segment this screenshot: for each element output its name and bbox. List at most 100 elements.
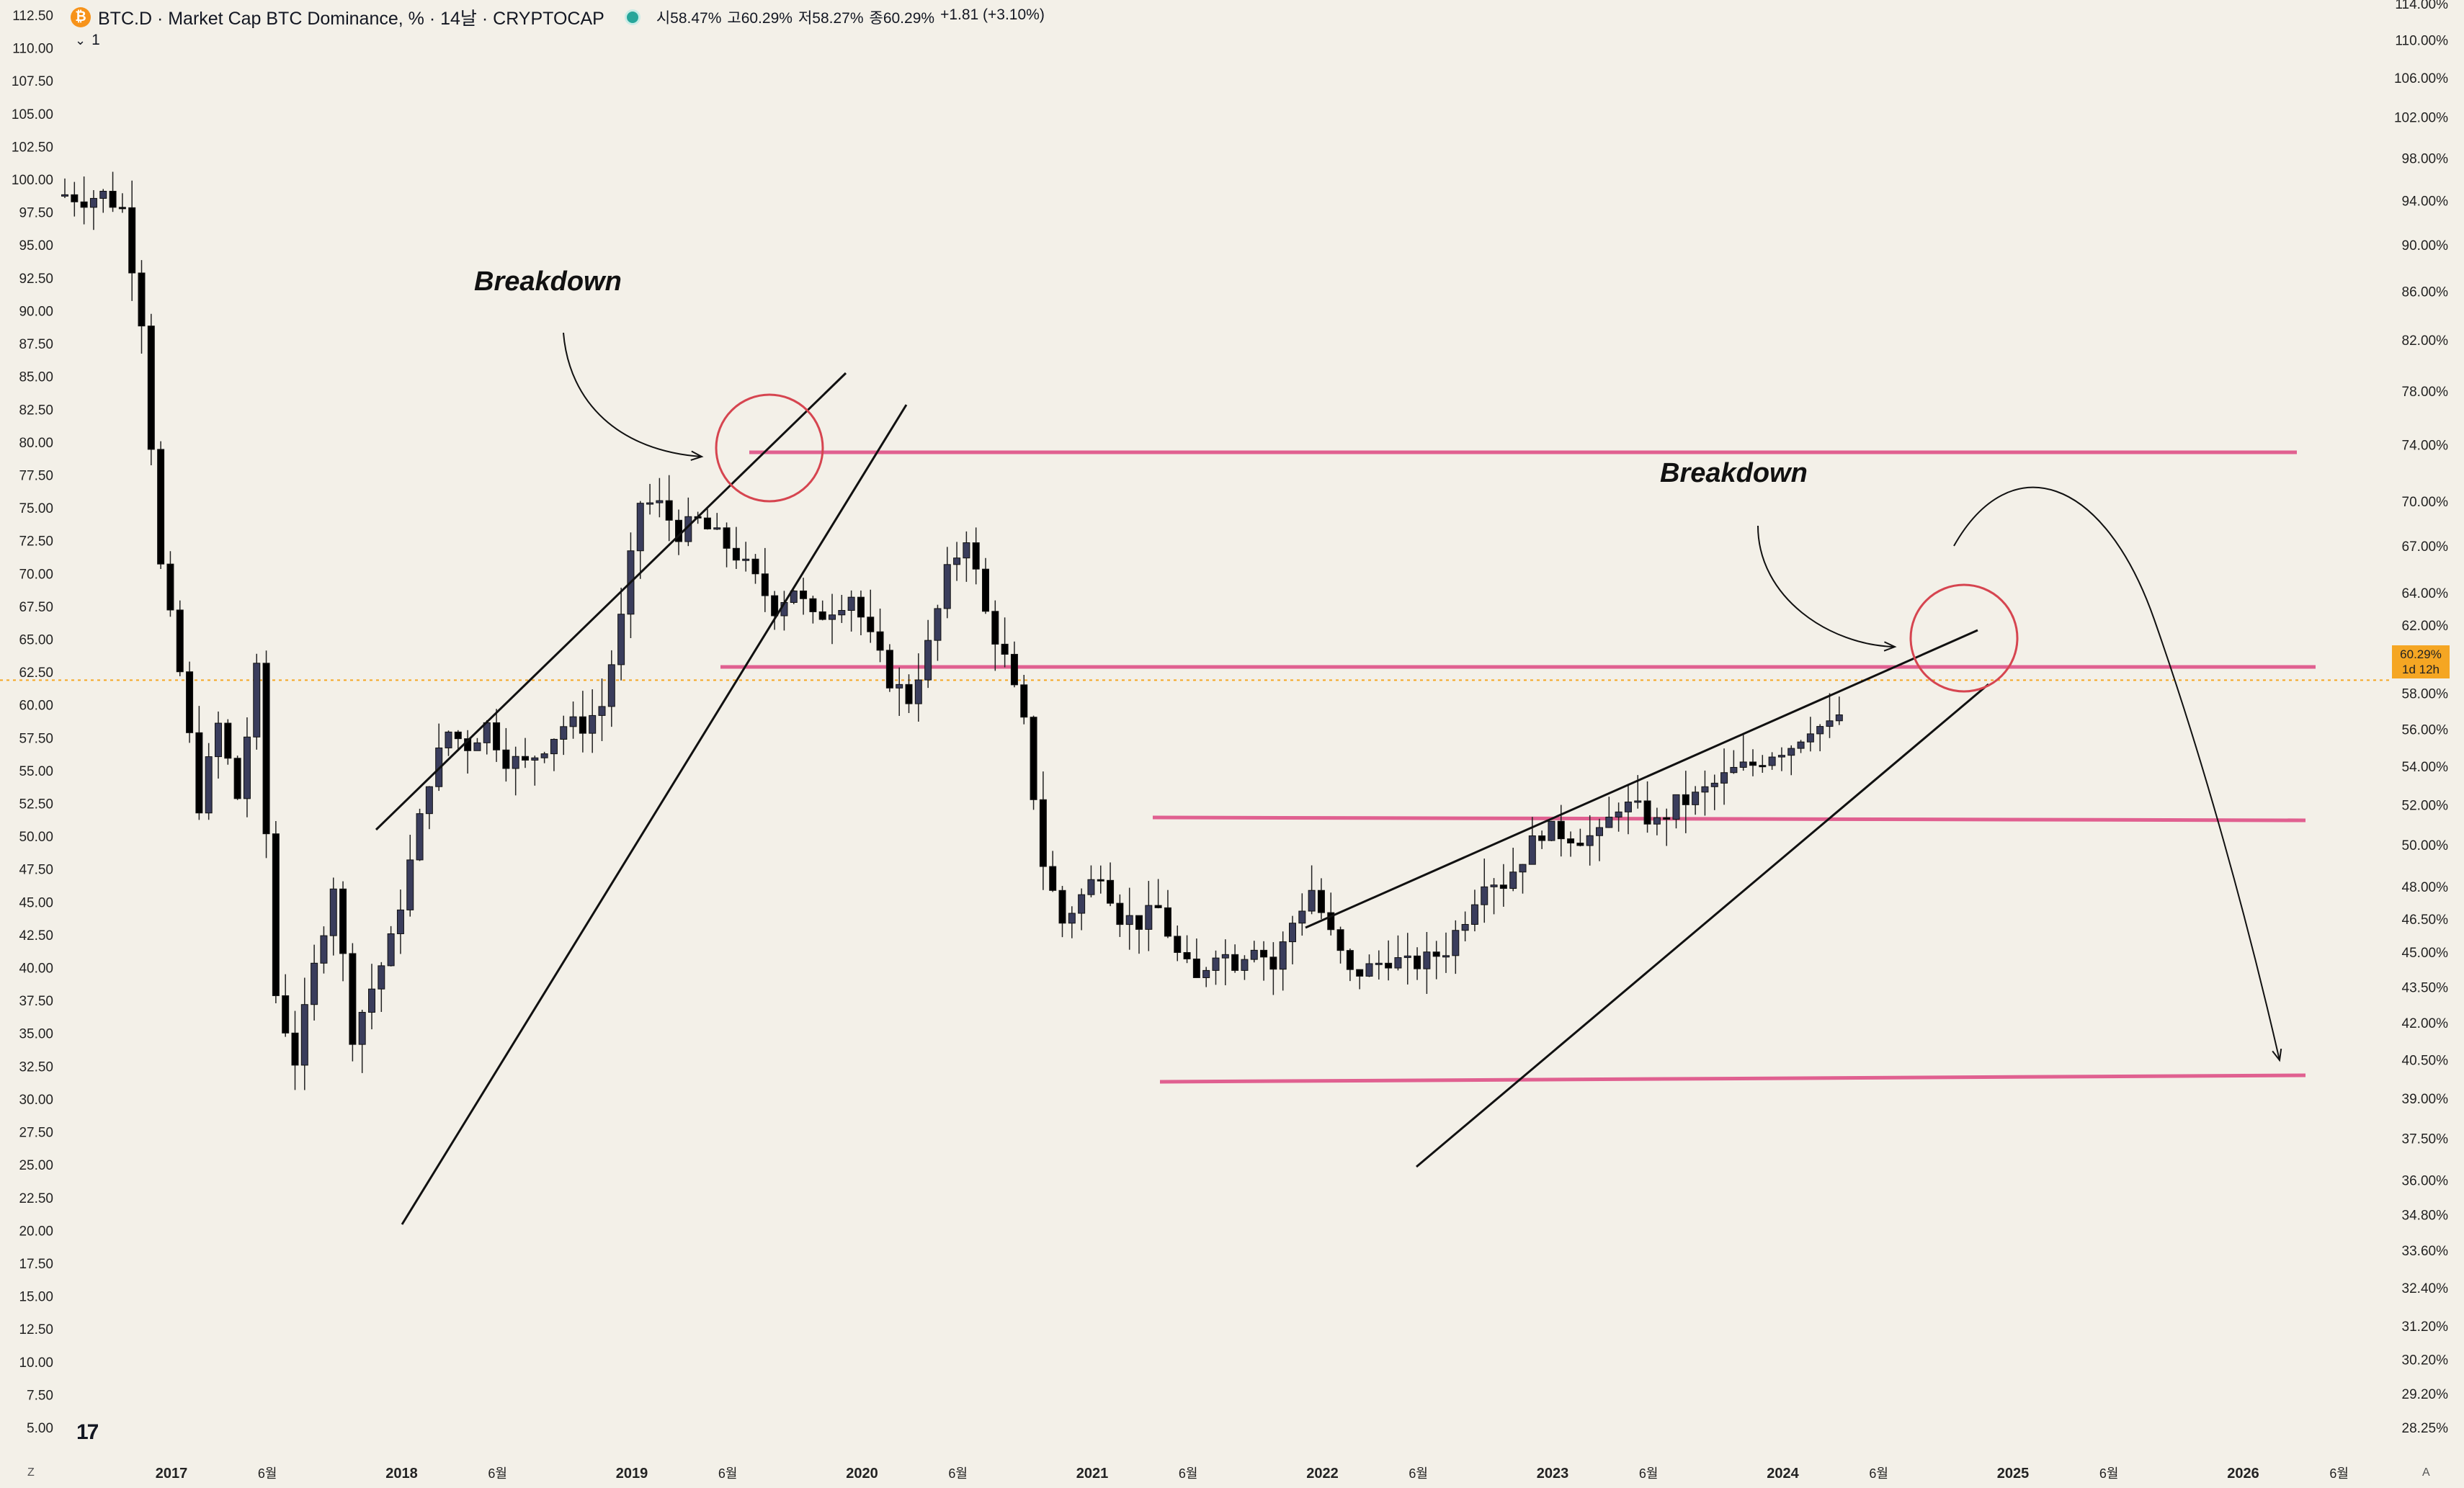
right-axis-tick: 106.00% bbox=[2394, 71, 2448, 86]
candle-body bbox=[445, 731, 452, 748]
chart-header: ₿ BTC.D · Market Cap BTC Dominance, % · … bbox=[71, 4, 1045, 30]
candle-body bbox=[1279, 941, 1287, 970]
candle-body bbox=[1336, 929, 1344, 951]
candle-body bbox=[1596, 827, 1603, 836]
right-axis-tick: 39.00% bbox=[2402, 1092, 2449, 1107]
candle-body bbox=[838, 610, 846, 616]
candle-body bbox=[1548, 820, 1555, 841]
left-axis-tick: 72.50 bbox=[19, 534, 53, 550]
candle-body bbox=[829, 614, 836, 620]
bitcoin-icon: ₿ bbox=[71, 7, 91, 27]
candle-body bbox=[1298, 910, 1306, 924]
candle-body bbox=[1576, 842, 1584, 846]
left-axis-tick: 87.50 bbox=[19, 337, 53, 352]
highlight-circle bbox=[1909, 583, 2019, 693]
open-label: 시 bbox=[656, 10, 671, 27]
candle-body bbox=[598, 706, 606, 716]
right-axis-tick: 34.80% bbox=[2402, 1209, 2449, 1224]
time-axis-tick: 2019 bbox=[616, 1466, 648, 1482]
right-axis-tick: 58.00% bbox=[2402, 687, 2449, 702]
candle-body bbox=[329, 888, 337, 936]
candle-body bbox=[914, 679, 922, 704]
close-label: 종 bbox=[869, 10, 883, 27]
indicators-count: 1 bbox=[91, 32, 100, 48]
candle-body bbox=[1653, 817, 1661, 825]
candle-body bbox=[368, 988, 375, 1013]
time-axis-tick: 2017 bbox=[156, 1466, 188, 1482]
candle-body bbox=[885, 650, 893, 689]
candle-body bbox=[1356, 969, 1364, 977]
right-axis-tick: 32.40% bbox=[2402, 1281, 2449, 1296]
left-axis-tick: 90.00 bbox=[19, 304, 53, 319]
support-resistance-line bbox=[1159, 1073, 2306, 1084]
candle-body bbox=[963, 542, 970, 559]
left-axis-tick: 95.00 bbox=[19, 238, 53, 254]
candle-body bbox=[1030, 717, 1037, 800]
indicators-toggle[interactable]: ⌄ 1 bbox=[75, 32, 100, 49]
candle-body bbox=[1634, 800, 1642, 803]
candle-body bbox=[1135, 915, 1143, 930]
left-axis-tick: 30.00 bbox=[19, 1093, 53, 1108]
candle-body bbox=[311, 962, 318, 1005]
candle-body bbox=[1730, 766, 1738, 774]
time-axis-tick: 2024 bbox=[1767, 1466, 1799, 1482]
candle-body bbox=[1403, 955, 1411, 959]
left-axis-tick: 10.00 bbox=[19, 1355, 53, 1371]
annotation-breakdown-1: Breakdown bbox=[474, 266, 622, 297]
candle-body bbox=[215, 722, 222, 758]
symbol-title[interactable]: BTC.D · Market Cap BTC Dominance, % · 14… bbox=[98, 9, 604, 29]
high-value: 60.29% bbox=[741, 10, 793, 27]
candle-body bbox=[1020, 684, 1028, 718]
candle-body bbox=[1145, 905, 1153, 930]
candle-body bbox=[1797, 741, 1805, 749]
candle-body bbox=[1509, 871, 1517, 889]
candle-body bbox=[1049, 866, 1057, 891]
auto-scale-button[interactable]: A bbox=[2422, 1466, 2430, 1479]
left-axis-tick: 25.00 bbox=[19, 1158, 53, 1173]
candle-body bbox=[282, 995, 290, 1034]
candle-body bbox=[656, 500, 664, 503]
candle-body bbox=[646, 502, 654, 505]
candle-body bbox=[809, 598, 817, 612]
right-axis-tick: 33.60% bbox=[2402, 1244, 2449, 1259]
candle-body bbox=[1385, 962, 1393, 969]
candle-body bbox=[924, 640, 932, 681]
candle-body bbox=[589, 714, 597, 734]
candle-body bbox=[540, 753, 548, 758]
time-zone-button[interactable]: Z bbox=[27, 1466, 35, 1479]
left-axis-tick: 92.50 bbox=[19, 272, 53, 287]
right-axis-tick: 78.00% bbox=[2402, 385, 2449, 400]
right-axis-tick: 114.00% bbox=[2395, 0, 2448, 12]
ohlc-values: 시58.47% 고60.29% 저58.27% 종60.29% +1.81 (+… bbox=[656, 6, 1045, 28]
left-axis-tick: 100.00 bbox=[12, 173, 53, 188]
candle-body bbox=[1039, 799, 1047, 867]
arrow-head-icon bbox=[1883, 641, 1897, 652]
candle-body bbox=[1078, 894, 1086, 914]
candle-body bbox=[224, 722, 232, 759]
candle-body bbox=[272, 833, 280, 996]
candle-body bbox=[1528, 835, 1536, 865]
time-axis-tick: 6월 bbox=[718, 1466, 738, 1481]
candle-body bbox=[800, 590, 808, 599]
chevron-down-icon: ⌄ bbox=[75, 32, 86, 48]
left-axis-tick: 40.00 bbox=[19, 962, 53, 977]
candle-body bbox=[1663, 817, 1671, 820]
left-axis-tick: 57.50 bbox=[19, 731, 53, 746]
candle-body bbox=[1777, 755, 1785, 758]
tradingview-logo[interactable]: 17 bbox=[76, 1420, 99, 1444]
candle-body bbox=[1260, 949, 1268, 958]
left-axis-tick: 62.50 bbox=[19, 665, 53, 681]
candle-body bbox=[387, 933, 395, 967]
left-axis-tick: 12.50 bbox=[19, 1322, 53, 1337]
right-axis-tick: 30.20% bbox=[2402, 1353, 2449, 1368]
candle-body bbox=[857, 596, 865, 618]
candle-body bbox=[934, 608, 942, 641]
candle-body bbox=[1221, 954, 1229, 959]
candle-body bbox=[771, 595, 779, 617]
candle-body bbox=[1452, 930, 1460, 956]
candle-body bbox=[1586, 835, 1594, 846]
candle-body bbox=[751, 558, 759, 575]
candle-body bbox=[1519, 864, 1527, 873]
candle-body bbox=[176, 609, 184, 673]
